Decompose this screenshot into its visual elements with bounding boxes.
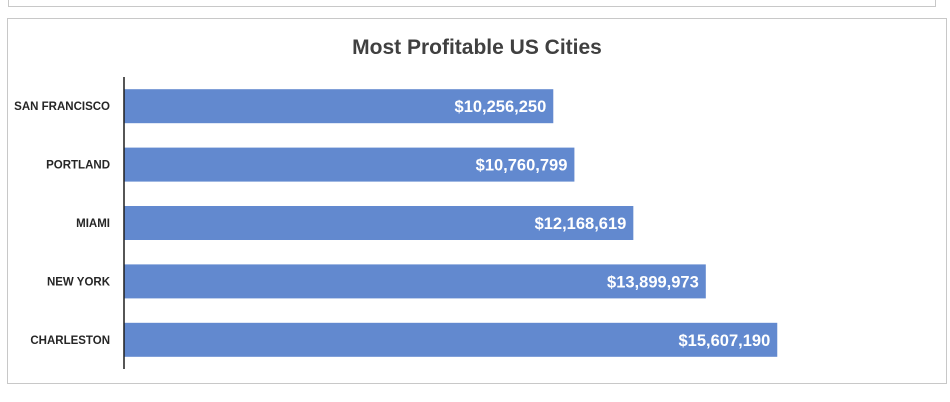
bar-chart: Most Profitable US Cities SAN FRANCISCO $… bbox=[14, 36, 778, 369]
category-label: PORTLAND bbox=[46, 160, 110, 172]
value-label: $10,760,799 bbox=[476, 157, 568, 175]
value-label: $13,899,973 bbox=[607, 273, 699, 291]
bar-portland bbox=[124, 147, 575, 182]
bar-new-york bbox=[124, 264, 706, 299]
bars-layer: SAN FRANCISCO $10,256,250 PORTLAND $10,760,… bbox=[14, 89, 778, 357]
category-label: MIAMI bbox=[76, 218, 110, 230]
category-label: CHARLESTON bbox=[30, 335, 110, 347]
value-label: $15,607,190 bbox=[678, 332, 770, 350]
category-label: SAN FRANCISCO bbox=[14, 101, 110, 113]
value-label: $10,256,250 bbox=[455, 98, 547, 116]
bar-san-francisco bbox=[124, 89, 554, 124]
bar-miami bbox=[124, 206, 634, 240]
value-label: $12,168,619 bbox=[535, 215, 627, 233]
bar-charleston bbox=[124, 322, 778, 357]
previous-chart-panel-edge bbox=[8, 0, 936, 7]
chart-title: Most Profitable US Cities bbox=[352, 36, 602, 59]
category-label: NEW YORK bbox=[47, 276, 111, 288]
chart-panel[interactable]: Most Profitable US Cities SAN FRANCISCO $… bbox=[7, 18, 947, 384]
